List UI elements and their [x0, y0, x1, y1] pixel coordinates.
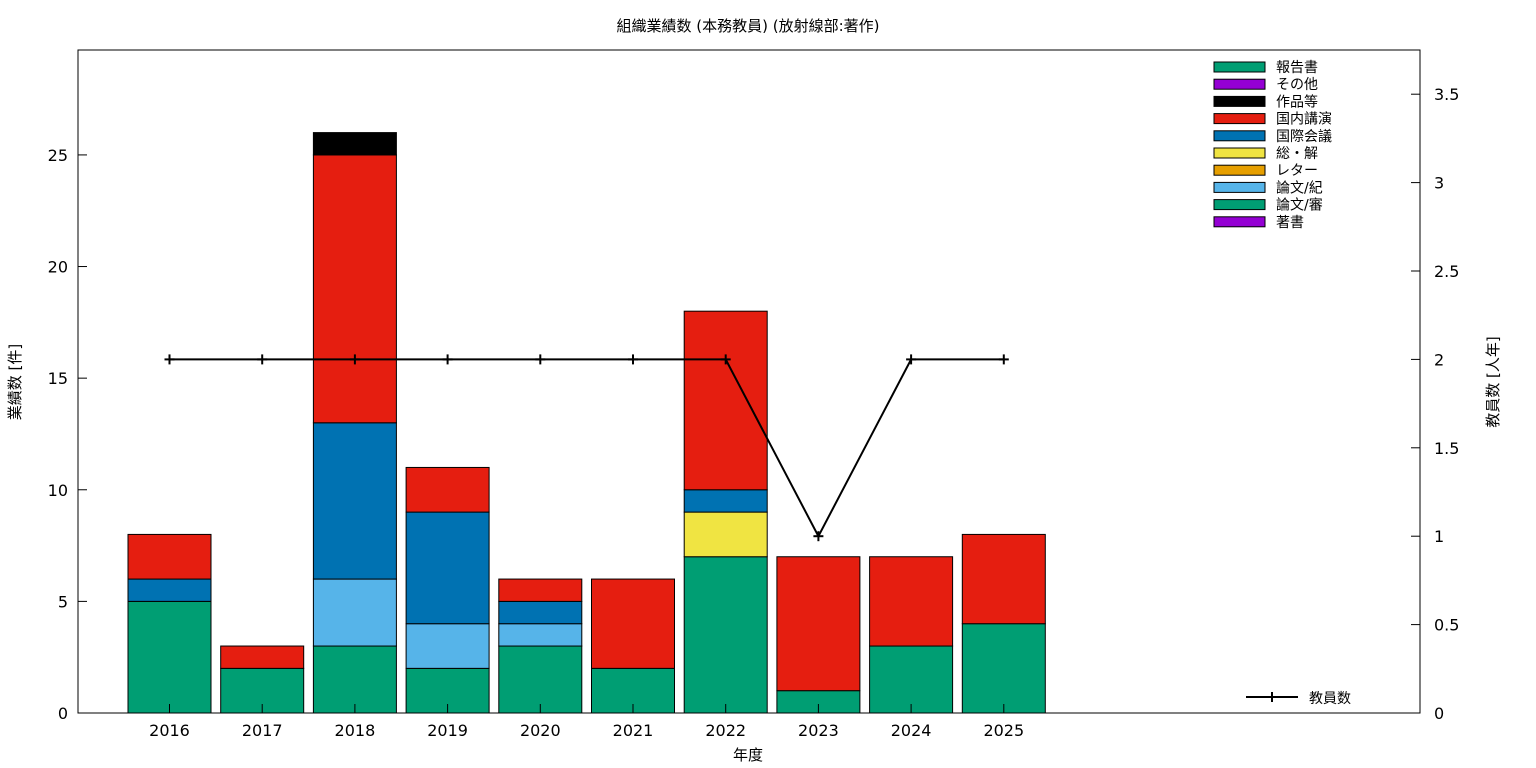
- x-tick-label: 2020: [520, 721, 561, 740]
- bar-segment-2023-6: [776, 556, 861, 692]
- legend-label-9: 著書: [1276, 215, 1304, 231]
- y-tick-label: 10: [48, 481, 68, 500]
- bar-segment-2019-6: [405, 466, 490, 513]
- chart-title: 組織業績数 (本務教員) (放射線部:著作): [617, 17, 880, 35]
- line-series-path: [169, 358, 1004, 539]
- bar-segment-2020-5: [498, 600, 583, 625]
- line-layer: [164, 354, 1009, 542]
- y2-tick-label: 3: [1434, 174, 1444, 193]
- y-tick-label: 5: [58, 592, 68, 611]
- legend-label-line: 教員数: [1309, 691, 1351, 707]
- legend-swatch-9: [1213, 216, 1266, 228]
- x-tick-label: 2021: [613, 721, 654, 740]
- x-axis-label: 年度: [733, 746, 763, 764]
- y2-tick-label: 0: [1434, 704, 1444, 723]
- legend-label-5: 総・解: [1276, 146, 1318, 162]
- y2-tick-label: 1: [1434, 527, 1444, 546]
- y2-tick-label: 2.5: [1434, 262, 1459, 281]
- x-tick-label: 2016: [149, 721, 190, 740]
- legend-label-0: 報告書: [1276, 60, 1318, 76]
- legend-swatch-6: [1213, 164, 1266, 176]
- legend-swatch-4: [1213, 130, 1266, 142]
- x-tick-label: 2025: [983, 721, 1024, 740]
- x-tick-label: 2017: [242, 721, 283, 740]
- bar-segment-2016-5: [127, 578, 212, 602]
- bar-segment-2020-1: [498, 645, 583, 714]
- bar-segment-2022-5: [683, 489, 768, 513]
- bar-segment-2018-7: [312, 132, 397, 156]
- bar-segment-2020-2: [498, 623, 583, 647]
- legend-swatch-1: [1213, 78, 1266, 90]
- bar-segment-2024-1: [869, 645, 954, 714]
- y-tick-label: 15: [48, 369, 68, 388]
- y2-tick-label: 0.5: [1434, 616, 1459, 635]
- legend-label-6: レター: [1276, 163, 1318, 179]
- bars-layer: [127, 132, 1046, 714]
- legend-label-1: その他: [1276, 77, 1318, 93]
- legend-label-7: 論文/紀: [1276, 180, 1323, 196]
- x-tick-label: 2019: [427, 721, 468, 740]
- y-axis-label: 業績数 [件]: [6, 344, 24, 420]
- bar-segment-2016-1: [127, 600, 212, 714]
- x-tick-label: 2022: [705, 721, 746, 740]
- bar-segment-2018-2: [312, 578, 397, 647]
- y2-tick-label: 2: [1434, 350, 1444, 369]
- legend-label-4: 国際会議: [1276, 128, 1332, 145]
- x-tick-label: 2023: [798, 721, 839, 740]
- bar-segment-2016-6: [127, 533, 212, 580]
- bar-segment-2025-1: [961, 623, 1046, 714]
- y2-tick-label: 1.5: [1434, 439, 1459, 458]
- legend-swatch-8: [1213, 199, 1266, 211]
- bar-segment-2018-1: [312, 645, 397, 714]
- bar-segment-2018-5: [312, 422, 397, 580]
- x-tick-label: 2018: [335, 721, 376, 740]
- plot-border: [77, 49, 1421, 714]
- y-tick-label: 0: [58, 704, 68, 723]
- y2-tick-label: 3.5: [1434, 85, 1459, 104]
- legend-swatch-0: [1213, 61, 1266, 73]
- legend-swatch-2: [1213, 95, 1266, 107]
- y2-axis-label: 教員数 [人年]: [1484, 336, 1502, 427]
- bar-segment-2021-6: [591, 578, 675, 669]
- legend-swatch-5: [1213, 147, 1266, 159]
- bar-segment-2017-6: [220, 645, 305, 669]
- bar-segment-2018-6: [312, 154, 397, 424]
- bar-segment-2019-5: [405, 511, 490, 625]
- bar-segment-2025-6: [961, 533, 1046, 625]
- legend-swatch-3: [1213, 113, 1266, 125]
- legend-swatch-7: [1213, 181, 1266, 193]
- bar-segment-2019-2: [405, 623, 490, 669]
- legend-label-3: 国内講演: [1276, 112, 1332, 128]
- bar-segment-2022-6: [683, 310, 768, 491]
- x-tick-label: 2024: [891, 721, 932, 740]
- bar-segment-2024-6: [869, 556, 954, 647]
- bar-segment-2020-6: [498, 578, 583, 602]
- y-tick-label: 25: [48, 146, 68, 165]
- bar-segment-2022-1: [683, 556, 768, 714]
- y-tick-label: 20: [48, 258, 68, 277]
- bar-segment-2022-4: [683, 511, 768, 558]
- legend-label-8: 論文/審: [1276, 198, 1323, 214]
- legend-label-2: 作品等: [1276, 93, 1318, 110]
